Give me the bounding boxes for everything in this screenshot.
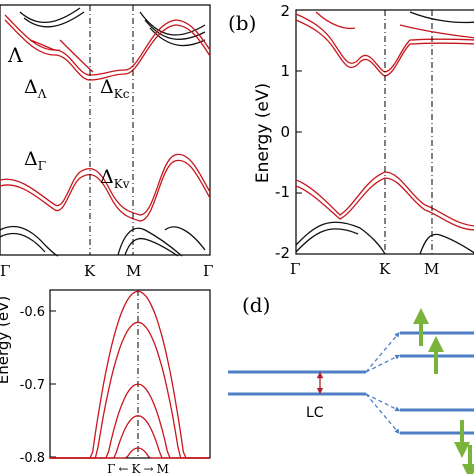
panel-a-frame: [0, 4, 211, 256]
panel-b-black-band: [409, 11, 474, 24]
panel-a: Λ ΔΛ ΔKc ΔΓ ΔKv Γ K M Γ: [0, 4, 213, 280]
panel-a-red-band: [4, 14, 211, 76]
panel-b-xtick-k: K: [379, 260, 391, 278]
panel-c-ytick-label: -0.6: [20, 305, 45, 320]
panel-b-red-band: [295, 19, 386, 77]
panel-c-ytick-label: -0.7: [20, 378, 45, 393]
panel-a-black-band: [164, 226, 206, 251]
panel-a-xtick-k: K: [84, 262, 96, 280]
panel-b-red-band: [384, 38, 474, 73]
panel-a-black-band: [0, 232, 46, 253]
panel-a-red-band: [0, 159, 211, 222]
panel-a-red-band: [4, 19, 211, 81]
panel-a-xtick-gamma-right: Γ: [203, 262, 213, 280]
annotation-delta-gamma: ΔΓ: [24, 148, 46, 173]
lc-label: LC: [306, 405, 324, 421]
panel-b-red-band: [295, 177, 474, 231]
panel-b-red-band: [315, 11, 356, 30]
panel-b-red-band: [295, 171, 474, 227]
panel-c-ylabel: Energy (eV): [0, 296, 12, 384]
panel-a-black-band: [23, 11, 85, 28]
panel-a-black-band: [139, 11, 206, 36]
diagram-split-dash: [365, 354, 401, 373]
panel-b-yticks: -2 -1 0 1 2: [275, 2, 302, 262]
panel-b-red-band: [399, 24, 474, 39]
panel-a-black-band: [0, 225, 59, 257]
annotation-lambda: Λ: [7, 43, 23, 67]
panel-b-black-band: [295, 221, 386, 255]
panel-b-ytick-label: -2: [275, 244, 290, 262]
panel-a-black-band: [117, 227, 183, 257]
panel-c-band: [50, 290, 210, 459]
panel-d-label: (d): [242, 293, 270, 317]
annotation-delta-kc: ΔKc: [100, 76, 130, 101]
panel-d: (d) LC: [228, 293, 474, 474]
panel-c-band: [50, 447, 210, 459]
panel-a-xtick-gamma-left: Γ: [0, 262, 10, 280]
annotation-delta-lambda: ΔΛ: [24, 76, 47, 101]
panel-c-ytick-label: -0.8: [20, 451, 45, 466]
panel-b-black-band: [295, 228, 359, 253]
panel-c-bands: [50, 290, 210, 459]
annotation-delta-kv: ΔKv: [100, 166, 130, 191]
panel-c: Energy (eV) -0.8 -0.7 -0.6 Γ ← K → M: [0, 289, 211, 474]
panel-b: (b) Energy (eV) -2 -1 0 1 2: [228, 2, 474, 278]
panel-b-black-band: [419, 233, 474, 255]
panel-a-xtick-m: M: [126, 262, 141, 280]
panel-c-yticks: -0.8 -0.7 -0.6: [20, 305, 56, 466]
panel-b-ylabel: Energy (eV): [253, 83, 273, 183]
panel-b-ytick-label: 0: [280, 123, 290, 141]
panel-c-xlabel: Γ ← K → M: [107, 462, 169, 474]
panel-a-black-band: [124, 237, 179, 257]
panel-b-label: (b): [228, 11, 256, 35]
panel-a-red-band: [59, 39, 94, 73]
panel-a-black-band: [19, 7, 81, 23]
diagram-split-dash: [365, 393, 401, 412]
panel-b-ytick-label: 1: [280, 62, 290, 80]
diagram-split-dash: [365, 393, 400, 434]
panel-b-xtick-m: M: [424, 260, 439, 278]
panel-b-ytick-label: -1: [275, 183, 290, 201]
panel-c-frame: [49, 289, 211, 459]
panel-b-ytick-label: 2: [280, 2, 290, 20]
panel-b-xtick-gamma: Γ: [290, 260, 300, 278]
diagram-split-dash: [365, 332, 400, 373]
panel-a-red-band: [0, 153, 211, 216]
panel-a-red-band: [29, 39, 61, 51]
panel-b-red-band: [384, 42, 474, 77]
panel-b-red-band: [295, 13, 386, 73]
panel-c-band: [50, 415, 210, 459]
